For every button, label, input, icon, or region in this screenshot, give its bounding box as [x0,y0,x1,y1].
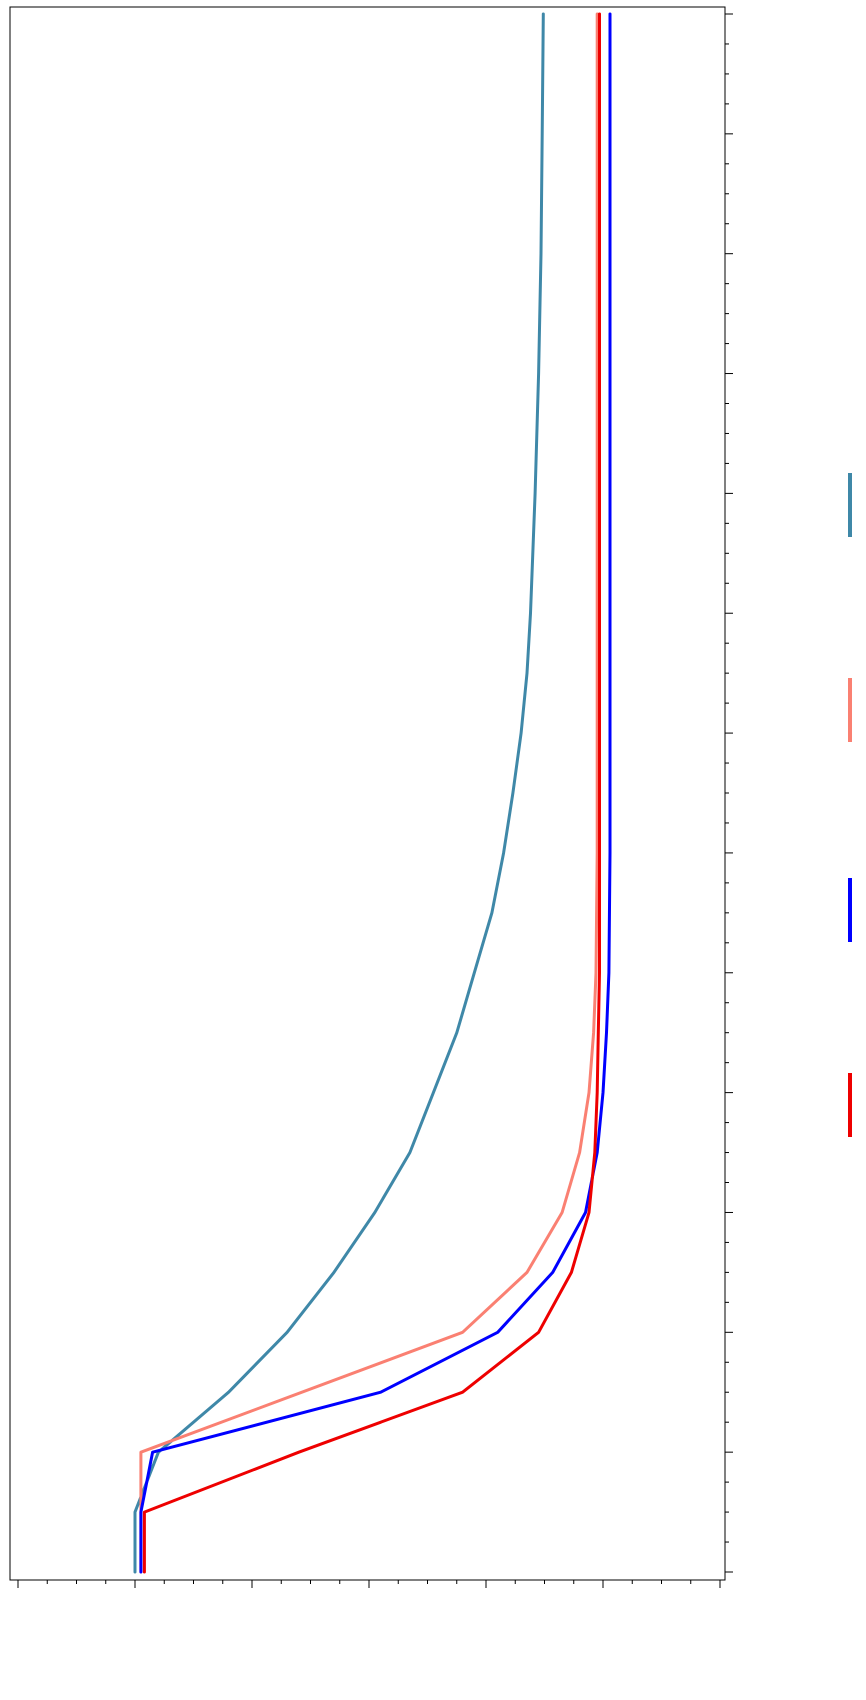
series-line-4 [142,12,601,1574]
series-line-1 [133,12,545,1574]
series-line-3 [139,12,612,1574]
y-axis [17,1580,721,1588]
series-line-2 [139,12,599,1574]
x-axis [725,13,733,1573]
series-layer [133,12,612,1574]
